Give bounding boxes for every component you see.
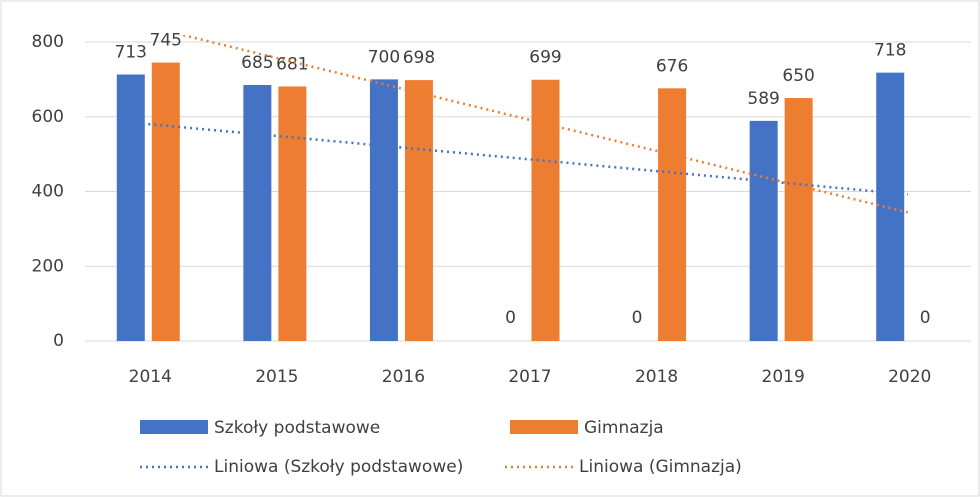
x-tick-label: 2016 [382,367,425,387]
data-label: 685 [241,53,273,73]
data-label: 681 [276,54,308,74]
legend-label: Liniowa (Gimnazja) [579,457,742,477]
bar [658,88,687,341]
y-tick-label: 600 [32,107,64,127]
x-tick-label: 2014 [129,367,172,387]
y-tick-label: 800 [32,32,64,52]
bar [278,86,307,341]
bar [243,84,272,341]
legend-swatch [140,420,208,434]
y-tick-label: 400 [32,182,64,202]
data-label: 713 [115,43,147,63]
bar [404,80,433,341]
data-label: 698 [403,48,435,68]
data-label: 699 [529,48,561,68]
y-tick-label: 200 [32,256,64,276]
trendline [177,35,909,214]
data-label: 650 [782,66,814,86]
data-label: 676 [656,56,688,76]
x-tick-label: 2015 [255,367,298,387]
trendline [148,122,908,196]
data-label: 0 [632,308,643,328]
x-tick-label: 2019 [762,367,805,387]
x-tick-label: 2018 [635,367,678,387]
bar [749,120,778,341]
x-tick-label: 2020 [888,367,931,387]
trendlines [148,35,909,214]
data-label: 0 [505,308,516,328]
bar [151,62,180,342]
legend-label: Gimnazja [584,418,664,438]
legend-swatch [510,420,578,434]
data-label: 589 [747,89,779,109]
bar [784,98,813,341]
legend-label: Szkoły podstawowe [214,418,380,438]
x-tick-label: 2017 [508,367,551,387]
data-label: 700 [368,47,400,67]
bar [369,79,398,341]
data-label: 0 [920,308,931,328]
legend-label: Liniowa (Szkoły podstawowe) [214,457,463,477]
bar [116,74,145,342]
data-label: 745 [150,31,182,51]
bar [531,79,560,341]
data-label: 718 [874,41,906,61]
y-tick-label: 0 [53,331,64,351]
